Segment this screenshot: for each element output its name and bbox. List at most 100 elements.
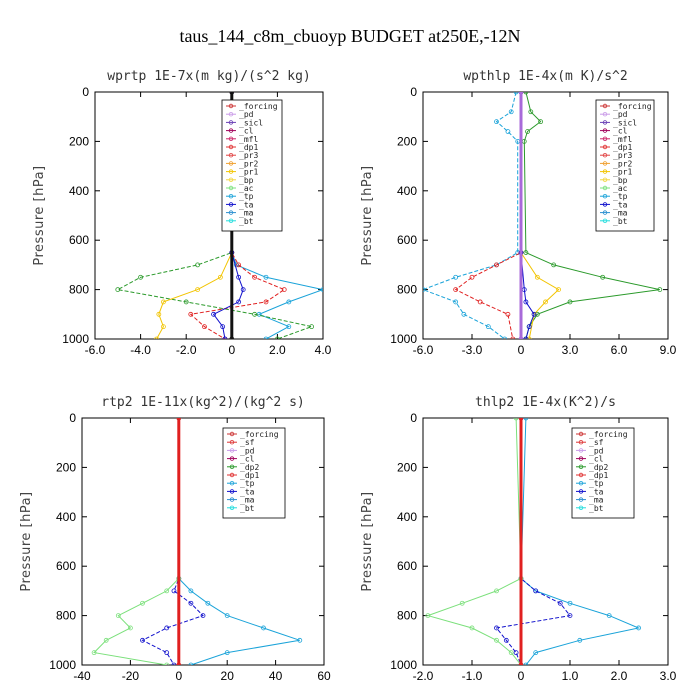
series-point <box>567 299 573 305</box>
legend-marker <box>602 210 608 215</box>
plot-frame <box>422 417 669 666</box>
legend-marker <box>228 177 234 182</box>
series-line <box>454 92 522 339</box>
series-point <box>513 650 519 656</box>
legend-marker <box>578 431 584 437</box>
x-tick-label: 2.0 <box>269 343 286 357</box>
chart-panel-2: wpthlp 1E-4x(m K)/s^2 Pressure [hPa] -6.0 -… <box>360 69 677 357</box>
series-point <box>453 274 459 280</box>
series-point <box>188 600 194 606</box>
series-point <box>551 262 557 268</box>
series-point <box>534 311 540 317</box>
series-line <box>520 92 560 339</box>
series-point <box>494 119 499 125</box>
series-point <box>528 109 534 115</box>
series-point <box>505 129 511 134</box>
series-point <box>236 262 242 268</box>
series-point <box>557 600 563 606</box>
series-point <box>523 418 529 421</box>
legend-entry: _ta <box>613 200 628 209</box>
series-point <box>494 262 499 268</box>
legend-marker <box>578 481 584 486</box>
legend-entry: _forcing <box>613 102 652 111</box>
series-point <box>261 625 266 631</box>
series-point <box>103 637 109 643</box>
legend-entry: _cl <box>589 455 604 464</box>
series-point <box>533 588 539 594</box>
x-tick-label: 2.0 <box>611 669 628 683</box>
y-tick-label: 800 <box>69 283 89 297</box>
legend-entry: _dp2 <box>589 463 608 472</box>
series-point <box>523 250 529 255</box>
x-tick-label: 60 <box>317 669 331 683</box>
legend-marker <box>602 193 608 199</box>
legend-marker <box>228 152 234 158</box>
y-tick-label: 0 <box>69 411 76 425</box>
series-point <box>425 613 431 618</box>
series-point <box>461 311 467 317</box>
series-point <box>518 662 524 665</box>
series-point <box>224 613 230 618</box>
x-tick-label: 40 <box>269 669 283 683</box>
legend-marker <box>229 464 235 469</box>
legend-entry: _pd <box>240 446 255 455</box>
legend-marker <box>229 481 235 486</box>
x-tick-label: -40 <box>73 669 91 683</box>
series-point <box>252 274 258 280</box>
series-point <box>263 274 269 280</box>
legend-marker <box>602 144 608 150</box>
legend-entry: _tp <box>613 192 628 201</box>
series-point <box>523 336 529 339</box>
legend-marker <box>228 120 234 125</box>
series-point <box>138 274 144 280</box>
legend-marker <box>229 472 235 478</box>
series-point <box>91 650 97 656</box>
series-point <box>171 662 177 665</box>
x-tick-label: 0 <box>228 343 235 357</box>
legend-entry: _pd <box>239 110 254 119</box>
series-point <box>286 299 292 305</box>
series-point <box>505 311 511 317</box>
series-point <box>518 92 524 95</box>
legend-marker <box>228 185 234 191</box>
legend-marker <box>602 161 608 166</box>
legend-marker <box>229 448 235 453</box>
figure-title: taus_144_c8m_cbuoyp BUDGET at250E,-12N <box>179 26 520 46</box>
series-point <box>236 299 242 305</box>
legend-entry: _bp <box>239 176 254 185</box>
legend-entry: _forcing <box>240 430 279 439</box>
legend-marker <box>602 128 608 133</box>
series-point <box>459 600 465 606</box>
legend-marker <box>602 152 608 158</box>
series-point <box>485 324 491 330</box>
legend-entry: _ma <box>613 209 628 218</box>
series-line <box>93 418 180 665</box>
y-tick-label: 600 <box>56 559 76 573</box>
legend-entry: _sicl <box>613 118 637 127</box>
legend-marker <box>578 497 584 502</box>
y-tick-label: 400 <box>69 184 89 198</box>
y-tick-label: 200 <box>69 134 89 148</box>
series-point <box>217 274 223 280</box>
legend-marker <box>578 505 584 510</box>
series-point <box>523 299 529 305</box>
legend-entry: _pr1 <box>239 168 258 177</box>
legend-marker <box>228 169 234 174</box>
series-line <box>495 418 571 665</box>
legend-marker <box>578 456 584 461</box>
series-point <box>543 299 548 305</box>
legend-marker <box>602 169 608 174</box>
series-line <box>423 92 519 339</box>
y-tick-label: 200 <box>397 134 417 148</box>
legend-marker <box>602 218 608 223</box>
y-axis-label: Pressure [hPa] <box>32 165 47 265</box>
legend-marker <box>228 202 234 207</box>
panel-title: rtp2 1E-11x(kg^2)/(kg^2 s) <box>101 395 305 410</box>
series-point <box>600 274 606 280</box>
series-line <box>426 418 522 665</box>
series-point <box>525 129 530 134</box>
legend-entry: _dp1 <box>240 471 259 480</box>
series-point <box>263 299 269 305</box>
legend-entry: _forcing <box>589 430 628 439</box>
legend-entry: _forcing <box>239 102 278 111</box>
